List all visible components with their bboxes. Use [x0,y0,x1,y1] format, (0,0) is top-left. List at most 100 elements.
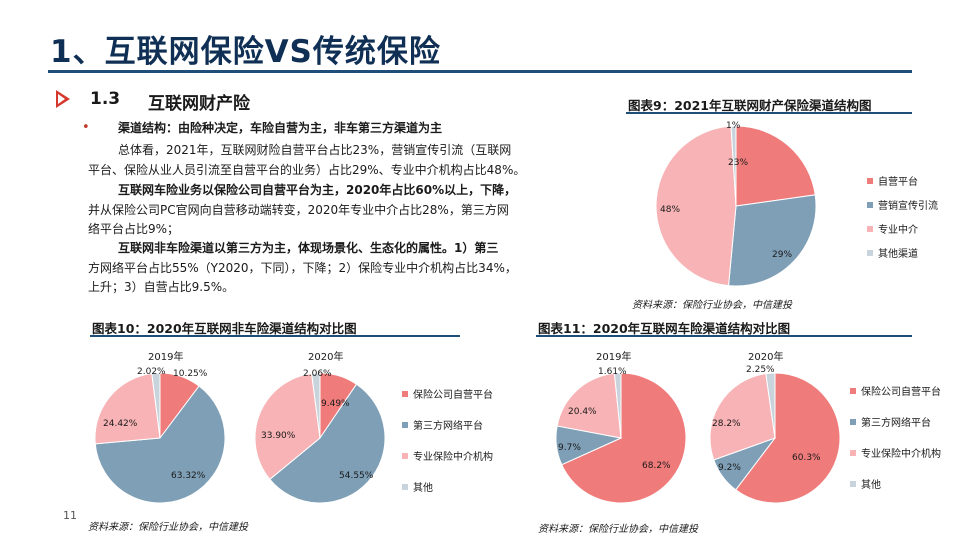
chart11-2019-slice-3 [613,372,622,439]
chart11-2020-slice-3 [765,372,776,439]
chart10a-label-2: 24.42% [103,419,138,429]
chart10-title: 图表10：2020年互联网非车险渠道结构对比图 [92,321,357,336]
legend-swatch [402,483,408,490]
chart11b-label-1: 9.2% [718,463,741,473]
chart11a-label-3: 1.61% [598,367,627,377]
chart10-2020-slice-1 [269,383,386,504]
chart10b-label-3: 2.06% [303,369,332,379]
chart11b-label-3: 2.25% [746,365,775,375]
chart11b-label-0: 60.3% [792,453,821,463]
legend-item: 营销宣传引流 [867,197,938,212]
legend-swatch [850,480,856,487]
chart10b-label-0: 9.49% [321,399,350,409]
legend-label: 其他渠道 [878,249,918,260]
legend-label: 专业中介 [878,225,918,236]
chart10-year-a: 2019年 [148,352,184,363]
chart11-pie-2020: 60.3% 9.2% 28.2% 2.25% [709,365,841,504]
chart9-label-1: 29% [772,250,792,260]
chart11-2019-slice-0 [561,372,687,504]
body-line: 互联网非车险渠道以第三方为主，体现场景化、生态化的属性。1）第三 [118,241,499,255]
legend-item: 自营平台 [867,173,938,188]
legend-swatch [867,177,873,184]
page-title: 1、互联网保险VS传统保险 [50,34,441,70]
title-divider [48,70,912,73]
chart11a-label-1: 9.7% [558,443,581,453]
legend-item: 专业中介 [867,221,938,236]
chart9-slice-1 [728,194,817,287]
body-heading: 渠道结构：由险种决定，车险自营为主，非车第三方渠道为主 [118,121,443,135]
arrow-icon-inner [58,94,65,104]
legend-swatch [402,390,408,397]
section-number: 1.3 [90,89,121,109]
chart9-slice-2 [655,125,737,287]
chart11-2020-slice-2 [709,373,776,461]
body-line: 上升；3）自营占比9.5%。 [88,280,235,294]
chart10-rule [90,335,460,337]
chart10-pie-2019: 10.25% 63.32% 24.42% 2.02% [94,367,226,504]
section-title: 互联网财产险 [148,94,250,114]
body-line: 互联网车险业务以保险公司自营平台为主，2020年占比60%以上，下降， [118,183,517,197]
body-line: 平台、保险从业人员引流至自营平台的业务）占比29%、专业中介机构占比48%。 [88,163,526,177]
chart10-legend: 保险公司自营平台 第三方网络平台 专业保险中介机构 其他 [402,386,493,494]
legend-item: 保险公司自营平台 [402,386,493,401]
chart10b-label-2: 33.90% [261,431,296,441]
chart11a-label-2: 20.4% [568,407,597,417]
chart11-year-a: 2019年 [596,352,632,363]
chart9-label-2: 48% [660,205,680,215]
chart10-year-b: 2020年 [308,352,344,363]
chart11-2020-slice-0 [735,372,841,504]
chart11-pie-2019: 68.2% 9.7% 20.4% 1.61% [555,367,687,504]
legend-label: 保险公司自营平台 [413,390,493,401]
legend-swatch [402,421,408,428]
legend-label: 第三方网络平台 [413,421,483,432]
chart10-source: 资料来源：保险行业协会，中信建投 [88,522,248,533]
page-number: 11 [63,509,77,522]
legend-item: 专业保险中介机构 [850,445,941,460]
chart9-source: 资料来源：保险行业协会，中信建投 [632,300,792,311]
chart9-legend: 自营平台 营销宣传引流 专业中介 其他渠道 [867,173,938,260]
chart11-title: 图表11：2020年互联网车险渠道结构对比图 [538,321,791,336]
chart9-rule [626,112,912,114]
body-line: 总体看，2021年，互联网财险自营平台占比23%，营销宣传引流（互联网 [118,143,512,157]
body-line: 络平台占比9%； [88,222,180,236]
bullet-icon: • [82,120,90,135]
legend-swatch [850,387,856,394]
legend-item: 其他渠道 [867,245,938,260]
legend-label: 其他 [861,480,881,491]
chart11-year-b: 2020年 [748,352,784,363]
legend-item: 其他 [402,479,493,494]
chart10-pie-2020: 9.49% 54.55% 33.90% 2.06% [254,369,386,504]
legend-label: 专业保险中介机构 [861,449,941,460]
body-line: 方网络平台占比55%（Y2020，下同），下降；2）保险专业中介机构占比34%， [88,261,517,275]
chart9-slice-0 [735,125,816,207]
chart11b-label-2: 28.2% [712,419,741,429]
legend-swatch [850,449,856,456]
chart10a-label-1: 63.32% [171,471,206,481]
chart11-2019-slice-2 [556,372,622,439]
legend-item: 第三方网络平台 [850,414,941,429]
legend-swatch [867,249,873,256]
chart11-legend: 保险公司自营平台 第三方网络平台 专业保险中介机构 其他 [850,383,941,491]
legend-label: 自营平台 [878,177,918,188]
chart10-2019-slice-1 [94,385,226,504]
legend-label: 保险公司自营平台 [861,387,941,398]
legend-item: 保险公司自营平台 [850,383,941,398]
chart9-label-0: 23% [728,158,748,168]
legend-label: 其他 [413,483,433,494]
legend-swatch [850,418,856,425]
body-line: 并从保险公司PC官网向自营移动端转变，2020年专业中介占比28%，第三方网 [88,203,509,217]
chart10b-label-1: 54.55% [339,471,374,481]
chart9-label-3: 1% [726,121,741,131]
chart9-title: 图表9：2021年互联网财产保险渠道结构图 [628,98,872,113]
chart10a-label-0: 10.25% [173,369,208,379]
chart9-slice-3 [730,125,737,207]
chart10-2019-slice-2 [94,372,161,445]
legend-label: 第三方网络平台 [861,418,931,429]
legend-swatch [867,225,873,232]
legend-swatch [867,201,873,208]
legend-label: 专业保险中介机构 [413,452,493,463]
chart10a-label-3: 2.02% [137,367,166,377]
legend-item: 专业保险中介机构 [402,448,493,463]
legend-swatch [402,452,408,459]
legend-label: 营销宣传引流 [878,201,938,212]
